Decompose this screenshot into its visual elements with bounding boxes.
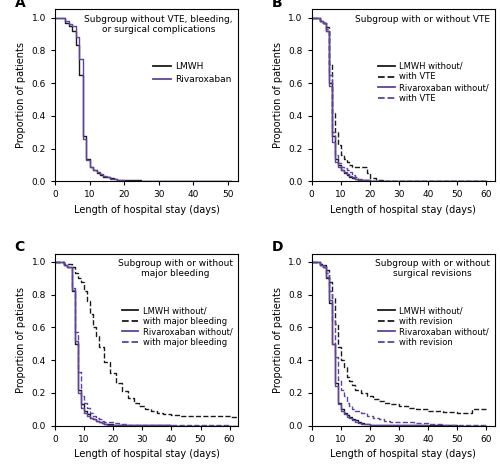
Text: D: D	[272, 240, 283, 254]
Legend: LMWH without/, with VTE, Rivaroxaban without/, with VTE: LMWH without/, with VTE, Rivaroxaban wit…	[378, 62, 489, 103]
Text: C: C	[14, 240, 25, 254]
X-axis label: Length of hospital stay (days): Length of hospital stay (days)	[74, 205, 220, 215]
Legend: LMWH without/, with revision, Rivaroxaban without/, with revision: LMWH without/, with revision, Rivaroxaba…	[378, 306, 489, 347]
Text: Subgroup without VTE, bleeding,
or surgical complications: Subgroup without VTE, bleeding, or surgi…	[84, 15, 233, 34]
Y-axis label: Proportion of patients: Proportion of patients	[16, 43, 26, 149]
X-axis label: Length of hospital stay (days): Length of hospital stay (days)	[330, 205, 476, 215]
X-axis label: Length of hospital stay (days): Length of hospital stay (days)	[330, 449, 476, 459]
Y-axis label: Proportion of patients: Proportion of patients	[272, 43, 282, 149]
Y-axis label: Proportion of patients: Proportion of patients	[272, 287, 282, 393]
Text: A: A	[14, 0, 26, 10]
Y-axis label: Proportion of patients: Proportion of patients	[16, 287, 26, 393]
Legend: LMWH without/, with major bleeding, Rivaroxaban without/, with major bleeding: LMWH without/, with major bleeding, Riva…	[122, 306, 232, 347]
Text: Subgroup with or without
major bleeding: Subgroup with or without major bleeding	[118, 259, 233, 278]
Text: Subgroup with or without
surgical revisions: Subgroup with or without surgical revisi…	[374, 259, 490, 278]
X-axis label: Length of hospital stay (days): Length of hospital stay (days)	[74, 449, 220, 459]
Text: B: B	[272, 0, 282, 10]
Text: Subgroup with or without VTE: Subgroup with or without VTE	[354, 15, 490, 24]
Legend: LMWH, Rivaroxaban: LMWH, Rivaroxaban	[153, 62, 232, 84]
